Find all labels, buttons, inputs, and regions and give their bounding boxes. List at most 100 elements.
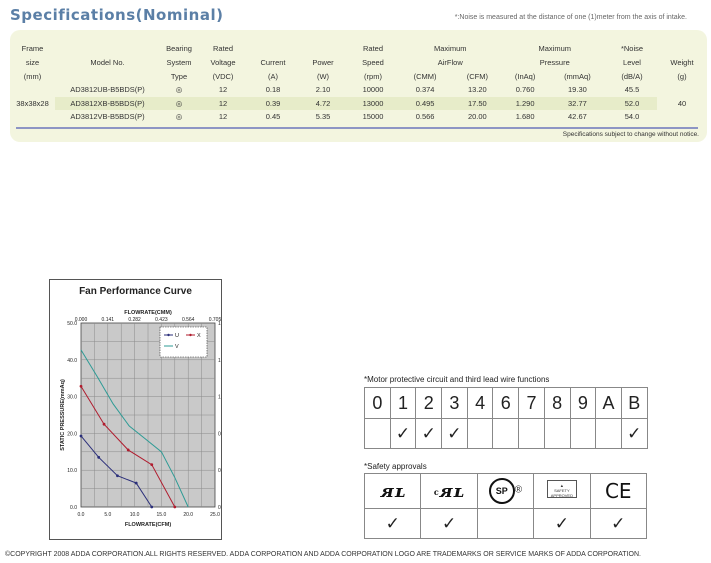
check-icon: ✓ [620,418,648,449]
weight-value: 40 [677,98,687,108]
function-code: 2 [415,387,443,419]
y-tick-label: 40.0 [67,358,77,364]
header-speed: Rated [362,43,383,53]
x-tick-label: 15.0 [157,512,167,518]
header-row: (mm) Type (VDC) (A) (W) (rpm) (CMM) (CFM… [23,71,687,81]
top-tick-label: 0.705 [209,317,221,323]
right-tick-label: 0.000 [218,505,221,511]
data-point-x [150,463,154,467]
right-tick-label: 1.572 [218,358,221,364]
data-point-u [134,481,138,485]
legend-label: V [175,344,179,350]
divider [16,127,698,129]
series-line-v [80,349,189,508]
table-row: AD3812VB-B5BDS(P) ◎ 12 0.45 5.35 15000 0… [70,112,640,122]
table-row: 38x38x28 AD3812UB-B5BDS(P) ◎ 12 0.18 2.1… [10,83,707,108]
copyright-text: ©COPYRIGHT 2008 ADDA CORPORATION.ALL RIG… [5,551,641,558]
check-icon [466,418,494,449]
header-current: Current [260,57,286,67]
check-icon: ✓ [363,508,422,539]
function-code: 3 [441,387,468,419]
legend-box [159,326,208,358]
function-code: 1 [389,387,417,419]
x-tick-label: 10.0 [130,512,140,518]
header-bearing: Bearing [166,43,192,53]
header-model: Model No. [90,57,125,67]
tuv-icon: ▲ SAFETY APPROVED [546,480,577,498]
header-noise: *Noise [620,43,644,53]
data-point-x [126,448,130,452]
csa-icon: SP [488,478,515,504]
legend-marker [167,333,170,337]
function-code: B [620,387,648,419]
function-code: 9 [569,387,597,419]
check-icon: ✓ [420,508,478,539]
check-icon: ✓ [389,418,417,449]
function-code: 6 [492,387,520,419]
approval-logos-row: ᴙʟ cᴙʟ SP ® ▲ SAFETY APPROVED CE [363,473,647,509]
fan-performance-chart: Fan Performance Curve 0.0 5.0 10.0 15.0 20.0… [49,279,222,540]
data-point-u [116,474,119,478]
right-tick-label: 0.786 [218,431,221,437]
header-frame: Frame [21,43,44,53]
chart-title: Fan Performance Curve [79,286,192,297]
right-tick-label: 0.393 [218,468,221,474]
y-tick-label: 0.0 [70,505,77,511]
header-power: Power [312,57,334,67]
y-tick-label: 50.0 [67,321,77,327]
check-icon [518,418,545,449]
frame-size: 38x38x28 [16,98,49,108]
check-icon [476,508,535,539]
y-axis-title-left: STATIC PRESSURE(mmAq) [60,379,66,451]
top-tick-label: 0.564 [182,317,195,323]
registered-icon: ® [514,484,523,496]
y-tick-label: 20.0 [67,431,77,437]
page-title: Specifications(Nominal) [10,6,224,24]
safety-approvals-table: ᴙʟ cᴙʟ SP ® ▲ SAFETY APPROVED CE ✓ ✓ ✓ ✓ [363,473,647,539]
check-icon: ✓ [441,418,468,449]
check-icon [543,418,571,449]
y-tick-label: 10.0 [67,468,77,474]
legend-label: X [197,333,201,339]
ce-icon: CE [604,479,632,503]
x-tick-label: 0.0 [78,512,85,518]
data-point-x [102,422,106,426]
header-row: size Model No. System Voltage Current Po… [10,55,707,69]
table-row: AD3812XB-B5BDS(P) ◎ 12 0.39 4.72 13000 0… [10,96,707,110]
data-point-u [79,434,83,438]
x-tick-label: 5.0 [104,512,111,518]
cul-icon: cᴙʟ [433,480,465,502]
check-icon [595,418,622,449]
top-tick-label: 0.141 [102,317,115,323]
top-axis-title: FLOWRATE(CMM) [124,310,172,316]
function-checks-row: ✓ ✓ ✓ ✓ [364,418,648,449]
data-point-u [97,455,101,459]
top-tick-label: 0.000 [75,317,88,323]
header-voltage: Rated [212,43,233,53]
check-icon: ✓ [533,508,591,539]
motor-functions-label: *Motor protective circuit and third lead… [364,375,550,384]
legend-marker [189,333,192,337]
function-code: 4 [466,387,494,419]
function-code: A [595,387,622,419]
x-axis-title: FLOWRATE(CFM) [125,522,171,528]
header-row: Frame Bearing Rated Rated Maximum Maximu… [10,41,707,55]
legend-label: U [175,333,179,339]
top-tick-label: 0.423 [155,317,168,323]
top-tick-label: 0.282 [128,317,141,323]
check-icon: ✓ [589,508,647,539]
check-icon: ✓ [415,418,443,449]
safety-approvals-label: *Safety approvals [364,462,427,471]
data-point-u [150,505,154,509]
noise-note: *:Noise is measured at the distance of o… [454,14,687,21]
spec-panel [10,30,707,142]
header-pressure: Maximum [538,43,571,53]
check-icon [364,418,391,449]
header-weight: Weight [670,57,694,67]
function-code: 0 [364,387,391,419]
spec-table: Frame Bearing Rated Rated Maximum Maximu… [10,41,707,124]
check-icon [569,418,597,449]
spec-footnote: Specifications subject to change without… [562,131,699,138]
